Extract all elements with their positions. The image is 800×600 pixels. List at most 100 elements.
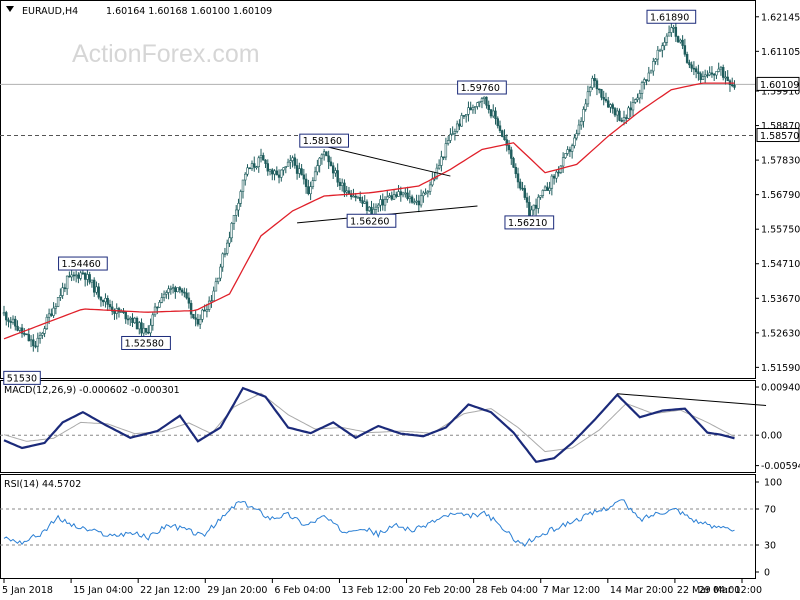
- candle-body: [25, 333, 28, 336]
- candle: [663, 37, 666, 51]
- candle-body: [95, 286, 98, 293]
- candle-body: [151, 314, 154, 326]
- candle-body: [205, 309, 209, 312]
- candle-body: [609, 104, 612, 108]
- candle: [63, 283, 67, 293]
- time-tick-label: 6 Feb 04:00: [274, 585, 330, 596]
- time-tick-label: 13 Feb 12:00: [341, 585, 403, 596]
- candle: [455, 120, 459, 134]
- candle: [273, 169, 276, 181]
- candle: [70, 270, 73, 282]
- candle: [266, 159, 269, 176]
- candle-body: [582, 109, 585, 122]
- candle-body: [381, 199, 384, 206]
- candle: [300, 164, 303, 176]
- candle-body: [27, 334, 30, 342]
- candle: [568, 146, 572, 158]
- candle: [165, 290, 168, 299]
- candle-body: [708, 72, 711, 76]
- price-badge-frame: [756, 128, 800, 143]
- candle-body: [401, 192, 405, 196]
- candle: [129, 316, 132, 326]
- candle-body: [446, 140, 450, 144]
- candle-body: [676, 36, 680, 43]
- candle: [88, 271, 91, 285]
- candle: [212, 286, 215, 301]
- candle: [570, 143, 574, 159]
- candle-body: [153, 306, 157, 316]
- candle: [523, 185, 527, 201]
- candle-body: [399, 191, 402, 196]
- candle-body: [11, 318, 15, 323]
- candle-body: [426, 191, 430, 194]
- symbol-dropdown-icon[interactable]: [6, 6, 14, 12]
- candle-body: [437, 165, 441, 169]
- candle: [83, 272, 87, 287]
- candle-body: [241, 179, 245, 192]
- candle: [462, 115, 466, 120]
- candle-body: [473, 106, 477, 108]
- candle-body: [266, 163, 269, 172]
- price-tick-label: 1.53670: [761, 294, 800, 305]
- candle: [467, 101, 470, 122]
- candle: [607, 96, 610, 108]
- candle-body: [449, 134, 452, 141]
- candle-body: [593, 78, 596, 82]
- candle-body: [647, 72, 651, 82]
- candle-body: [192, 313, 195, 319]
- candle-body: [688, 62, 691, 66]
- price-label-frame: [121, 335, 171, 350]
- candle: [52, 302, 55, 319]
- candle-body: [575, 133, 578, 139]
- candle-body: [235, 209, 238, 216]
- candle: [309, 181, 312, 201]
- candle: [636, 93, 639, 103]
- candle-body: [56, 297, 60, 307]
- candle-body: [2, 312, 6, 315]
- current-price-badge: 1.60109: [756, 76, 800, 91]
- candle: [597, 88, 601, 94]
- candle: [575, 129, 578, 141]
- candle-body: [300, 168, 303, 176]
- candle-body: [392, 194, 396, 200]
- candle: [719, 65, 723, 76]
- candle: [108, 299, 112, 310]
- candle-body: [365, 201, 369, 211]
- candle-body: [124, 311, 127, 320]
- candle-body: [189, 302, 193, 315]
- candle: [5, 310, 8, 326]
- candle: [649, 69, 653, 74]
- price-label-frame: [504, 215, 555, 230]
- candle-body: [607, 100, 610, 108]
- candle: [36, 332, 40, 353]
- candle: [176, 287, 179, 293]
- candle: [449, 128, 452, 144]
- candle: [167, 285, 170, 300]
- candle-body: [255, 166, 258, 168]
- candle: [397, 185, 400, 197]
- candle: [721, 64, 725, 81]
- candle: [295, 158, 299, 180]
- rsi-tick-label: 100: [764, 478, 782, 489]
- candle: [149, 318, 152, 340]
- candle: [239, 189, 242, 207]
- candle: [307, 179, 310, 196]
- candle-body: [568, 149, 572, 152]
- candle: [56, 297, 60, 308]
- candle-body: [417, 200, 421, 206]
- candle-body: [318, 157, 321, 166]
- candle-body: [38, 334, 42, 339]
- candle: [670, 21, 673, 38]
- candle-body: [165, 292, 168, 295]
- candle-body: [523, 188, 527, 198]
- rsi-axis: 100 70 30 0: [755, 478, 782, 579]
- candle-body: [703, 74, 707, 77]
- candle: [692, 61, 696, 76]
- candle: [230, 221, 233, 243]
- candle-body: [480, 98, 484, 102]
- candle-body: [505, 139, 508, 146]
- candle: [715, 71, 718, 80]
- candle-body: [309, 186, 312, 195]
- candle-body: [697, 71, 700, 74]
- candle: [595, 78, 599, 96]
